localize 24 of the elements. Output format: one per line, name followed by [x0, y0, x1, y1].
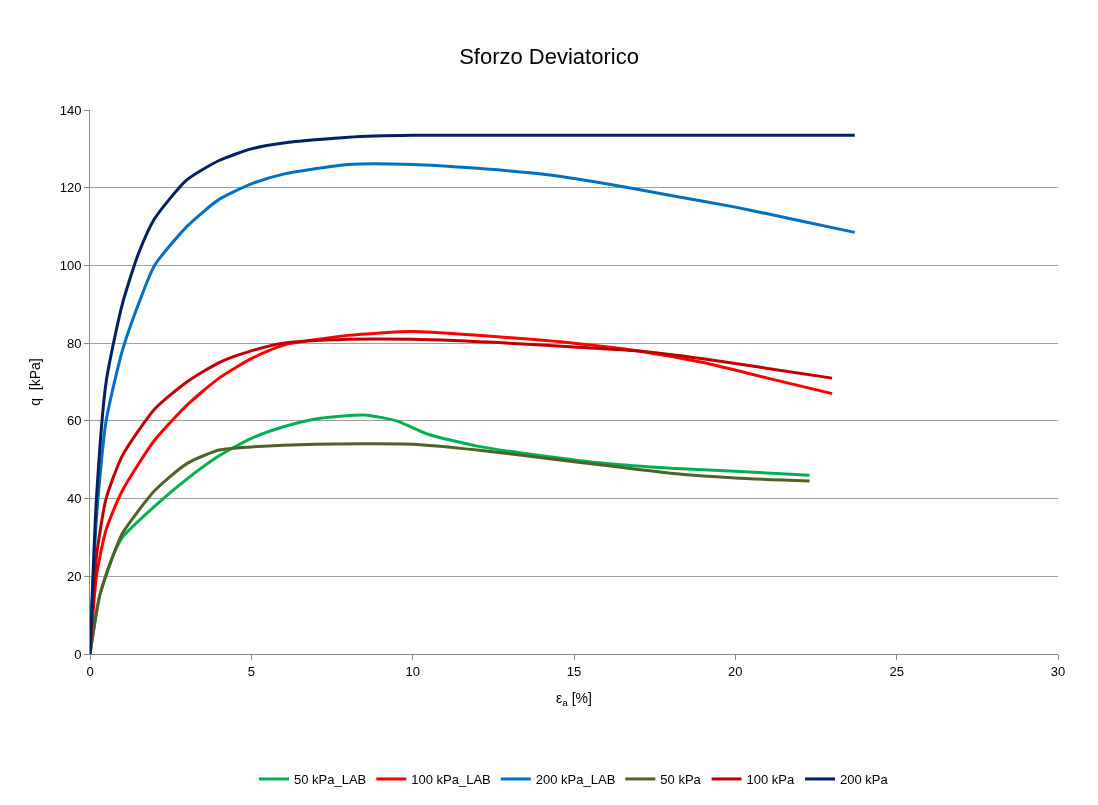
y-tick-label: 100 [59, 257, 82, 273]
legend-label: 50 kPa [660, 772, 702, 788]
x-tick-label: 15 [566, 663, 582, 679]
x-tick-label: 10 [405, 663, 420, 679]
x-axis-title: ε$_{a}$ [%] [556, 689, 592, 708]
legend-label: 100 kPa_LAB [411, 772, 491, 788]
y-tick-label: 20 [66, 568, 82, 584]
chart-title: Sforzo Deviatorico [459, 43, 639, 69]
y-tick-label: 60 [66, 413, 82, 429]
y-tick-label: 140 [59, 102, 82, 118]
x-tick-label: 0 [86, 663, 94, 679]
y-axis-title: q [kPa] [27, 358, 44, 406]
y-tick-label: 40 [66, 491, 82, 507]
x-tick-label: 25 [889, 663, 904, 679]
x-tick-label: 5 [247, 663, 255, 679]
legend-label: 200 kPa [840, 772, 889, 788]
legend-label: 100 kPa [746, 772, 796, 788]
x-tick-label: 20 [728, 663, 743, 679]
x-tick-label: 30 [1050, 663, 1066, 679]
y-tick-label: 80 [66, 335, 82, 351]
y-tick-label: 0 [74, 646, 82, 662]
y-tick-label: 120 [59, 180, 82, 196]
legend-label: 200 kPa_LAB [535, 772, 616, 788]
legend-label: 50 kPa_LAB [294, 772, 367, 788]
